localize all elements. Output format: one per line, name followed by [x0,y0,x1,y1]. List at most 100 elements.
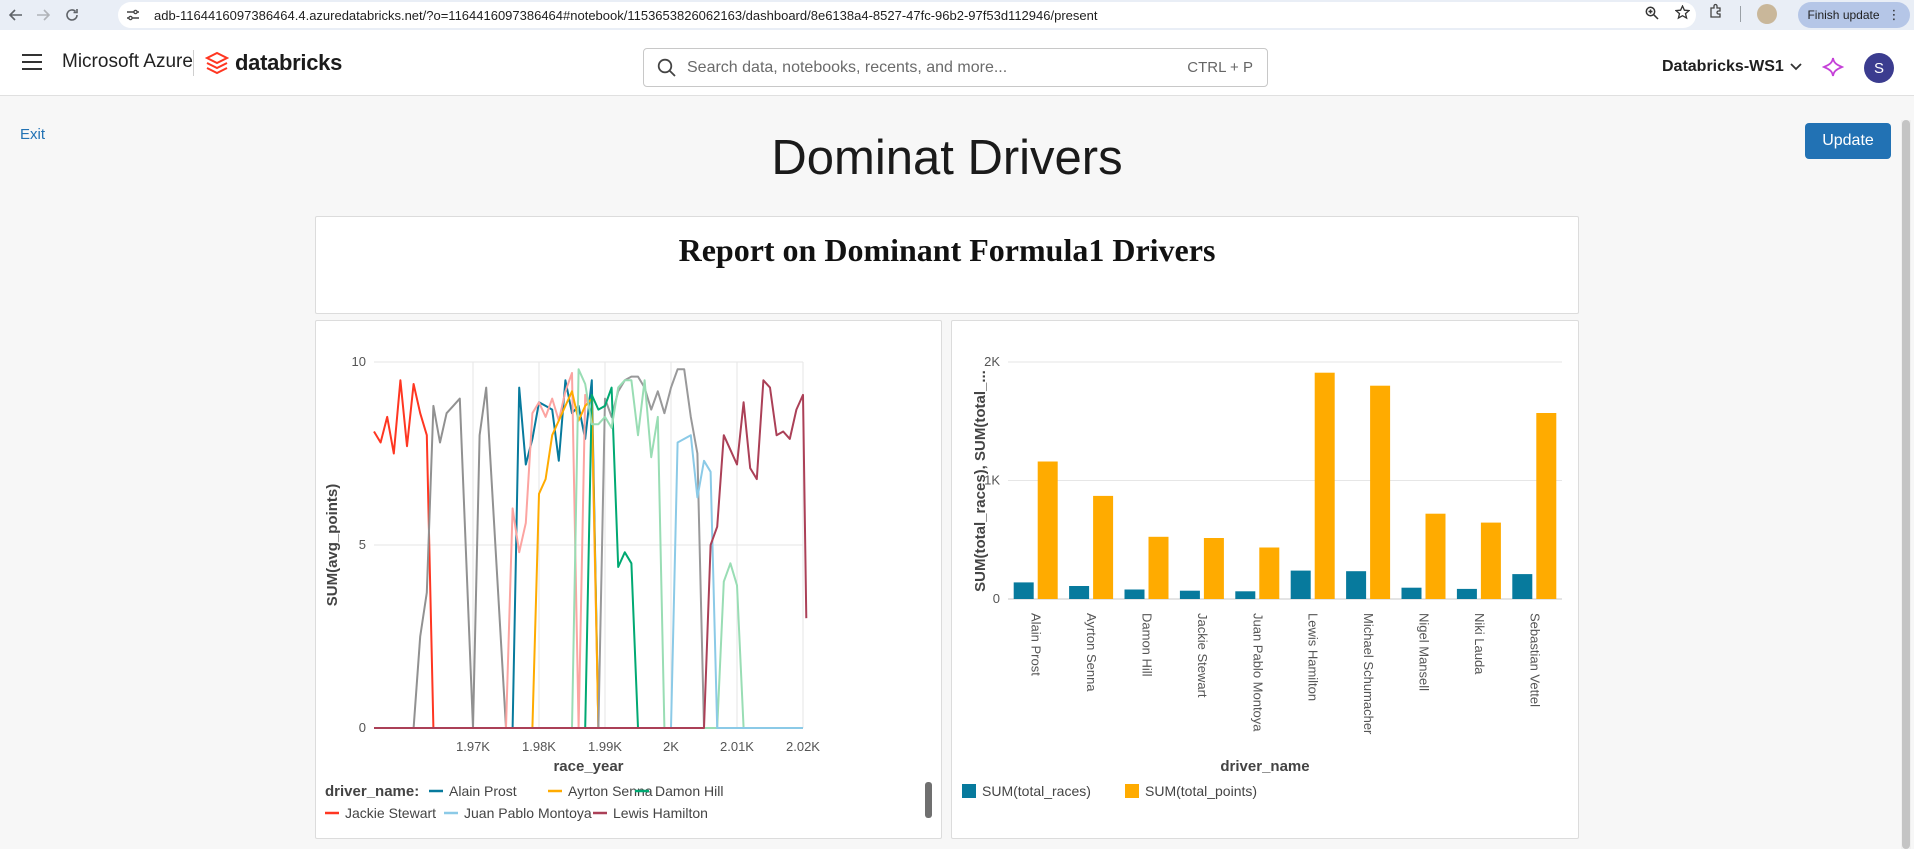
legend-item[interactable]: Juan Pablo Montoya [464,805,592,821]
legend-item[interactable]: Damon Hill [655,783,723,799]
bar-total-races[interactable] [1124,589,1145,600]
forward-icon[interactable] [29,1,57,29]
series-line-lewis-hamilton[interactable] [374,379,808,729]
legend-item[interactable]: SUM(total_races) [982,783,1091,799]
x-axis-title: driver_name [1220,758,1309,775]
x-axis-title: race_year [553,758,623,775]
more-vert-icon: ⋮ [1887,7,1901,22]
dashboard-title: Dominat Drivers [771,131,1123,185]
divider [193,50,194,76]
search-box[interactable]: CTRL + P [643,48,1268,87]
bar-total-points[interactable] [1370,385,1391,599]
bar-total-races[interactable] [1013,582,1034,599]
user-avatar[interactable]: S [1864,53,1894,83]
legend-item[interactable]: Alain Prost [449,783,517,799]
x-tick-label: 1.97K [456,739,490,754]
zoom-icon[interactable] [1645,6,1659,25]
site-info-icon[interactable] [122,4,144,26]
x-tick-label: Nigel Mansell [1417,613,1432,691]
line-chart: 0 5 10 1.97K 1.98K 1.99K 2K 2.01K 2.02K race_year… [324,354,932,821]
chevron-down-icon [1790,63,1802,71]
back-icon[interactable] [2,1,30,29]
x-tick-label: Michael Schumacher [1361,613,1376,735]
app-header: Microsoft Azure databricks CTRL + P Data… [0,30,1914,96]
x-tick-label: Niki Lauda [1472,613,1487,675]
y-tick-label: 1K [984,473,1000,488]
legend-item[interactable]: Jackie Stewart [345,805,436,821]
bar-total-races[interactable] [1456,588,1477,599]
x-tick-label: Alain Prost [1029,613,1044,676]
url-text[interactable]: adb-1164416097386464.4.azuredatabricks.n… [154,7,1098,23]
legend-item[interactable]: SUM(total_points) [1145,783,1257,799]
bar-total-races[interactable] [1235,591,1256,599]
bar-total-races[interactable] [1346,571,1367,599]
bar-total-races[interactable] [1512,574,1533,599]
y-tick-label: 0 [993,591,1000,606]
azure-label[interactable]: Microsoft Azure [62,51,193,72]
page-scrollbar[interactable] [1901,120,1911,849]
assistant-sparkle-icon[interactable] [1821,56,1845,83]
bar-total-points[interactable] [1203,538,1224,599]
address-bar[interactable]: adb-1164416097386464.4.azuredatabricks.n… [118,2,1696,28]
line-chart-panel: 0 5 10 1.97K 1.98K 1.99K 2K 2.01K 2.02K race_year… [315,320,942,839]
bar-total-races[interactable] [1290,570,1311,599]
x-tick-label: Juan Pablo Montoya [1250,613,1265,732]
series-line-niki-lauda[interactable] [374,386,803,729]
databricks-logo[interactable]: databricks [205,50,342,76]
extensions-icon[interactable] [1708,3,1724,24]
reload-icon[interactable] [58,1,86,29]
workspace-selector[interactable]: Databricks-WS1 [1662,58,1802,76]
bar-total-points[interactable] [1148,536,1169,599]
legend-swatch [1125,784,1139,798]
x-tick-label: Damon Hill [1140,613,1155,677]
y-axis-title: SUM(avg_points) [324,484,341,607]
divider [1740,5,1741,22]
bar-total-points[interactable] [1093,495,1114,599]
scrollbar-thumb[interactable] [1902,120,1910,849]
bar-chart-panel: 0 1K 2K Alain Prost Ayrton Senna Damon Hill Ja… [951,320,1579,839]
bar-total-points[interactable] [1314,372,1335,599]
bar-total-points[interactable] [1037,461,1058,600]
report-title: Report on Dominant Formula1 Drivers [678,232,1216,268]
series-line-sebastian-vettel[interactable] [374,368,803,729]
legend-title: driver_name: [325,783,419,800]
x-tick-label: 1.99K [588,739,622,754]
x-tick-label: 2K [663,739,679,754]
x-tick-label: 2.01K [720,739,754,754]
bar-total-races[interactable] [1401,587,1422,599]
bar-total-points[interactable] [1259,547,1280,600]
x-tick-label: 1.98K [522,739,556,754]
x-tick-label: Sebastian Vettel [1527,613,1542,707]
search-input[interactable] [687,58,1167,77]
finish-update-label: Finish update [1807,8,1880,22]
search-shortcut: CTRL + P [1187,59,1253,76]
y-tick-label: 0 [359,720,366,735]
browser-toolbar: adb-1164416097386464.4.azuredatabricks.n… [0,0,1914,30]
bar-chart: 0 1K 2K Alain Prost Ayrton Senna Damon Hill Ja… [962,354,1562,799]
finish-update-button[interactable]: Finish update ⋮ [1798,2,1910,28]
hamburger-menu-icon[interactable] [22,54,42,72]
profile-icon[interactable] [1757,3,1777,24]
y-tick-label: 10 [352,354,366,369]
exit-link[interactable]: Exit [20,126,46,143]
bar-total-races[interactable] [1069,586,1090,599]
bar-total-points[interactable] [1480,522,1501,599]
x-tick-label: Ayrton Senna [1084,613,1099,692]
legend-scrollbar[interactable] [925,782,932,818]
report-title-panel [315,216,1579,314]
x-tick-label: Jackie Stewart [1195,613,1210,698]
bookmark-star-icon[interactable] [1674,4,1691,25]
legend-swatch [962,784,976,798]
x-tick-label: Lewis Hamilton [1306,613,1321,701]
update-button[interactable]: Update [1805,123,1891,159]
bar-total-points[interactable] [1425,513,1446,599]
legend-item[interactable]: Lewis Hamilton [613,805,708,821]
y-tick-label: 5 [359,537,366,552]
bar-total-points[interactable] [1536,413,1557,599]
bar-total-races[interactable] [1179,590,1200,599]
search-icon [657,58,676,77]
y-axis-title: SUM(total_races), SUM(total_... [972,370,989,592]
y-tick-label: 2K [984,354,1000,369]
legend-item[interactable]: Ayrton Senna [568,783,653,799]
x-tick-label: 2.02K [786,739,820,754]
